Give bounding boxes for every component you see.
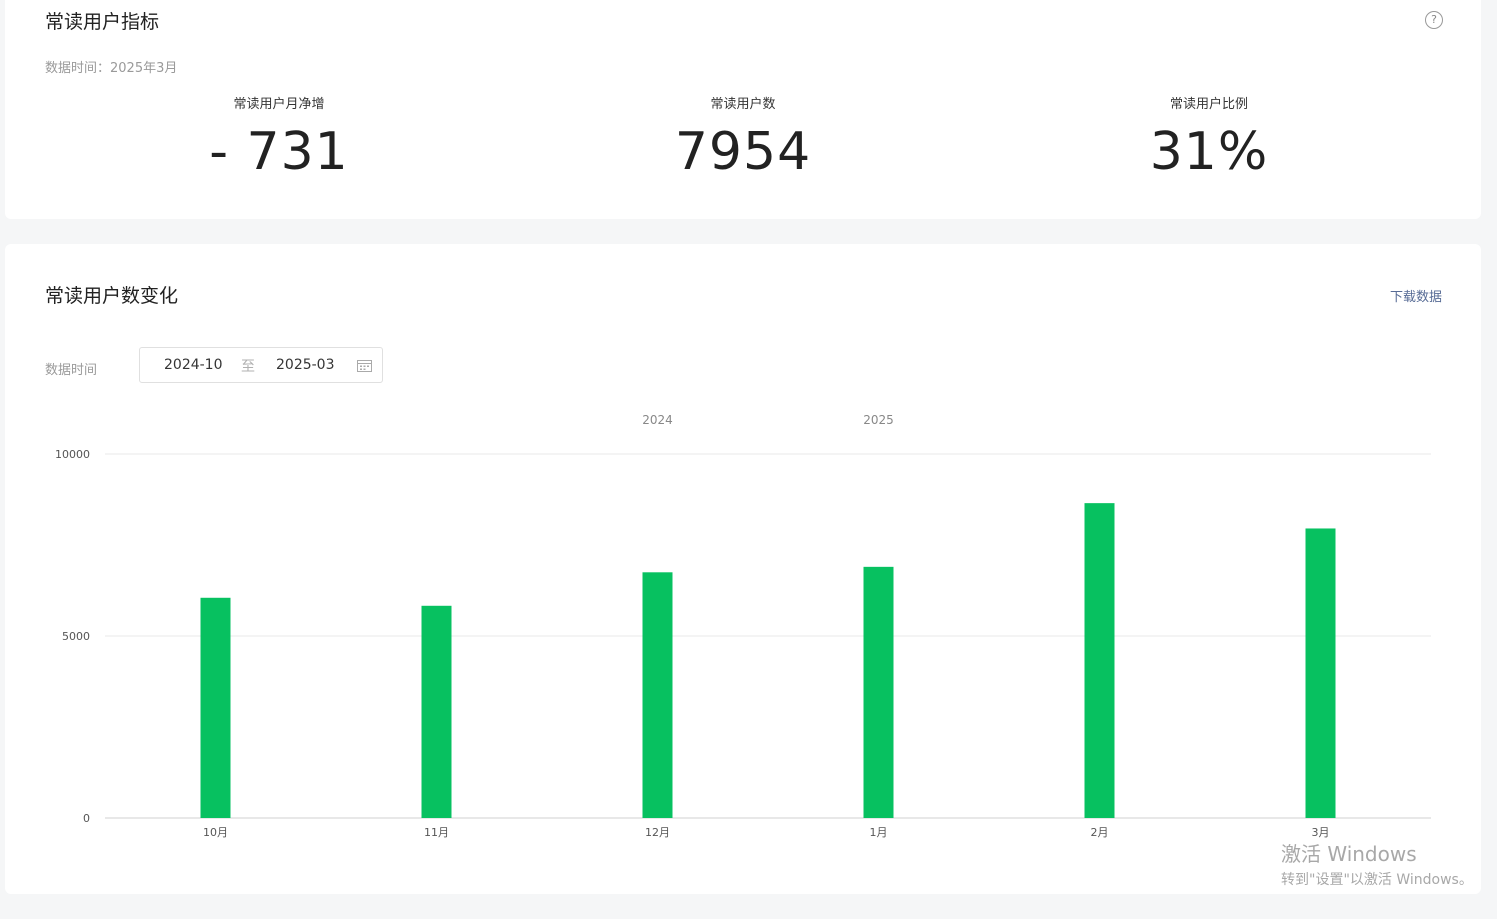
metric-label: 常读用户月净增 bbox=[233, 97, 325, 112]
trend-card: 常读用户数变化 下载数据 数据时间 2024-10 至 2025-03 0 500… bbox=[5, 244, 1481, 894]
bar-1月[interactable] bbox=[863, 566, 894, 818]
data-time-label: 数据时间： bbox=[45, 61, 111, 76]
x-tick-label: 2月 bbox=[1091, 826, 1109, 839]
bar-12月[interactable] bbox=[642, 572, 673, 818]
metric-value: 7954 bbox=[674, 122, 812, 182]
year-label: 2024 bbox=[642, 413, 673, 427]
metric-net-increase: 常读用户月净增 - 731 bbox=[129, 93, 429, 180]
watermark-line2: 转到"设置"以激活 Windows。 bbox=[1281, 872, 1473, 888]
metric-label: 常读用户数 bbox=[710, 97, 776, 112]
watermark-line1: 激活 Windows bbox=[1281, 842, 1417, 866]
x-tick-label: 1月 bbox=[870, 826, 888, 839]
date-range-picker[interactable]: 2024-10 至 2025-03 bbox=[139, 347, 383, 383]
x-tick-label: 12月 bbox=[645, 826, 670, 839]
date-separator: 至 bbox=[241, 359, 255, 375]
download-data-link[interactable]: 下载数据 bbox=[1389, 290, 1442, 305]
y-tick-label: 10000 bbox=[55, 448, 90, 461]
trend-title: 常读用户数变化 bbox=[45, 285, 179, 307]
bar-11月[interactable] bbox=[421, 605, 452, 818]
user-count-chart: 0 5000 10000 10月 11月 12月 1月 2月 3月 2024 2025 bbox=[55, 413, 1431, 839]
metric-regular-users: 常读用户数 7954 bbox=[593, 93, 893, 180]
metric-value: - 731 bbox=[209, 122, 349, 182]
x-tick-label: 3月 bbox=[1312, 826, 1330, 839]
help-icon[interactable]: ? bbox=[1425, 11, 1443, 29]
windows-activation-watermark: 激活 Windows 转到"设置"以激活 Windows。 bbox=[1281, 838, 1473, 889]
calendar-icon[interactable] bbox=[357, 359, 372, 372]
x-tick-label: 10月 bbox=[203, 826, 228, 839]
metric-regular-ratio: 常读用户比例 31% bbox=[1059, 93, 1359, 180]
y-tick-label: 5000 bbox=[62, 630, 90, 643]
date-end-input[interactable]: 2025-03 bbox=[276, 357, 335, 373]
summary-title: 常读用户指标 bbox=[45, 11, 160, 33]
x-tick-label: 11月 bbox=[424, 826, 449, 839]
data-time-value: 2025年3月 bbox=[110, 61, 178, 76]
summary-card: 常读用户指标 ? 数据时间：2025年3月 常读用户月净增 - 731 常读用户… bbox=[5, 0, 1481, 219]
y-tick-label: 0 bbox=[83, 812, 90, 825]
summary-data-time: 数据时间：2025年3月 bbox=[45, 57, 177, 76]
metric-value: 31% bbox=[1149, 122, 1269, 182]
bar-3月[interactable] bbox=[1305, 528, 1336, 818]
date-start-input[interactable]: 2024-10 bbox=[164, 357, 223, 373]
metric-label: 常读用户比例 bbox=[1169, 97, 1248, 112]
bar-2月[interactable] bbox=[1084, 503, 1115, 818]
filter-label: 数据时间 bbox=[45, 363, 98, 378]
bar-10月[interactable] bbox=[200, 597, 231, 818]
year-label: 2025 bbox=[863, 413, 894, 427]
